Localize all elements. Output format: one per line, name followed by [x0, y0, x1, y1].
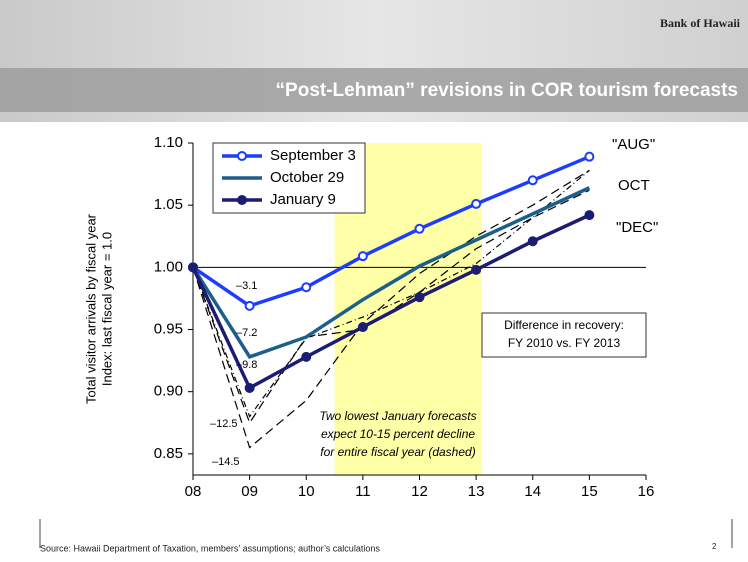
y-axis-label: Index: last fiscal year = 1.0: [99, 232, 114, 386]
point: [301, 351, 312, 362]
y-tick-label: 0.90: [154, 383, 183, 400]
annotation: –9.8: [236, 359, 257, 371]
x-tick-label: 11: [355, 483, 371, 500]
annotation: "DEC": [616, 219, 658, 236]
legend: September 3 October 29 January 9: [212, 142, 366, 214]
point: [301, 282, 312, 293]
point: [357, 251, 368, 262]
chart: 1.10 1.05 1.00 0.95 0.90 0.85 08 09 10 11 12 13 14 15…: [83, 134, 658, 500]
x-tick-label: 10: [298, 483, 315, 500]
italic-note: expect 10-15 percent decline: [321, 427, 475, 441]
y-tick-label: 0.85: [154, 445, 183, 462]
annotation: "AUG": [612, 136, 655, 153]
note-box: [481, 312, 647, 358]
series-line: [191, 186, 591, 359]
point: [527, 236, 538, 247]
legend-label: October 29: [270, 169, 344, 186]
note-text: FY 2010 vs. FY 2013: [508, 336, 621, 350]
point: [527, 175, 538, 186]
y-axis-label: Total visitor arrivals by fiscal year: [83, 213, 98, 404]
logo: Bank of Hawaii: [660, 16, 741, 30]
series-line: [192, 169, 590, 449]
slide-title: “Post-Lehman” revisions in COR tourism f…: [276, 80, 738, 101]
legend-marker: [237, 195, 247, 205]
y-tick-label: 1.10: [154, 134, 183, 151]
note-text: Difference in recovery:: [504, 318, 624, 332]
x-tick-label: 13: [468, 483, 485, 500]
series-line: [192, 169, 590, 418]
point: [584, 151, 595, 162]
x-tick-label: 08: [185, 483, 202, 500]
legend-label: September 3: [270, 147, 356, 164]
point: [414, 292, 425, 303]
x-tick-label: 14: [524, 483, 541, 500]
page-number: 2: [712, 542, 717, 551]
annotation: OCT: [618, 177, 650, 194]
legend-marker: [237, 151, 247, 161]
annotation: –3.1: [236, 280, 257, 292]
italic-note: for entire fiscal year (dashed): [320, 445, 475, 459]
annotation: –7.2: [236, 327, 257, 339]
point: [244, 300, 255, 311]
point: [471, 198, 482, 209]
point: [471, 264, 482, 275]
point: [357, 322, 368, 333]
x-tick-label: 15: [581, 483, 598, 500]
y-tick-label: 0.95: [154, 320, 183, 337]
italic-note: Two lowest January forecasts: [319, 409, 476, 423]
point: [244, 382, 255, 393]
title-bar: [0, 68, 748, 112]
annotation: –12.5: [210, 418, 238, 430]
point: [414, 223, 425, 234]
source: Source: Hawaii Department of Taxation, m…: [40, 543, 380, 553]
point: [584, 210, 595, 221]
x-tick-label: 12: [411, 483, 428, 500]
series-line: [192, 189, 590, 425]
x-tick-label: 16: [638, 483, 655, 500]
series-line: [191, 213, 591, 391]
y-tick-label: 1.00: [154, 258, 183, 275]
y-tick-label: 1.05: [154, 196, 183, 213]
annotation: –14.5: [212, 456, 240, 468]
legend-label: January 9: [270, 191, 336, 208]
point: [188, 262, 198, 273]
series-line: [192, 155, 591, 308]
x-tick-label: 09: [241, 483, 258, 500]
